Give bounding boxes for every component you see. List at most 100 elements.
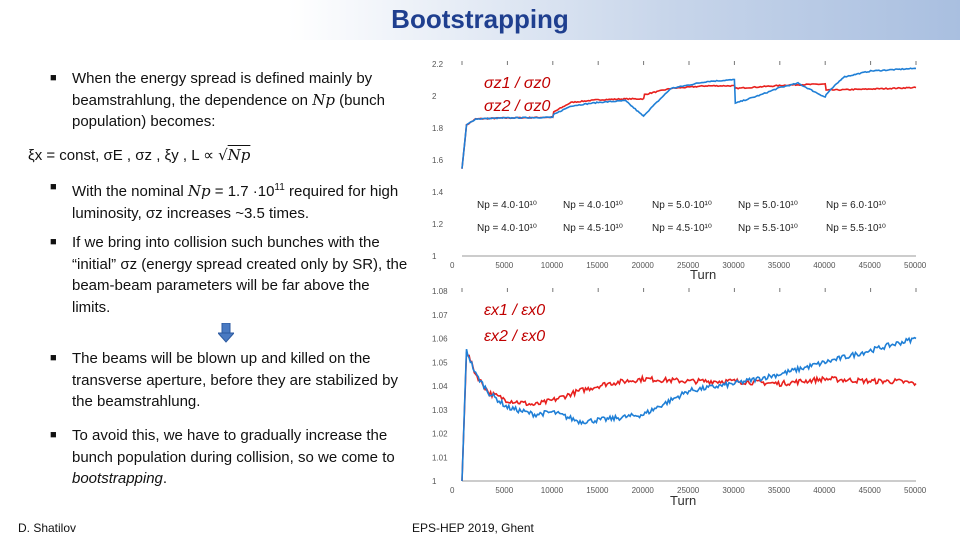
x-axis-label: Turn (690, 267, 716, 282)
epsilon-x-chart: 1.08 1.07 1.06 1.05 1.04 1.03 1.02 1.01 1 0 5000 1… (432, 287, 927, 508)
y-tick-label: 1.06 (432, 335, 448, 344)
y-tick-label: 2 (432, 92, 437, 101)
x-ticks: 0 5000 10000 15000 20000 25000 30000 35000 40000… (450, 288, 927, 495)
bullet-1-text: When the energy spread is defined mainly… (72, 70, 373, 109)
x-tick-label: 15000 (586, 261, 609, 270)
y-tick-label: 1.8 (432, 124, 444, 133)
np-symbol: Np (187, 182, 211, 200)
np-label: Np = 4.5·10¹⁰ (652, 223, 712, 234)
y-tick-label: 1.6 (432, 156, 444, 165)
y-ticks: 2.2 2 1.8 1.6 1.4 1.2 1 (432, 60, 444, 261)
np-label: Np = 5.0·10¹⁰ (652, 200, 712, 211)
series-line-1 (461, 82, 917, 169)
x-tick-label: 30000 (722, 486, 745, 495)
y-tick-label: 1.01 (432, 453, 448, 462)
y-tick-label: 1.2 (432, 220, 444, 229)
bullet-4: ■ The beams will be blown up and killed … (50, 348, 410, 413)
np-label: Np = 4.0·10¹⁰ (477, 200, 537, 211)
bullet-square-icon: ■ (50, 72, 57, 84)
series-line-2 (461, 67, 917, 169)
np-labels-row2: Np = 4.0·10¹⁰ Np = 4.5·10¹⁰ Np = 4.5·10¹⁰ N… (477, 223, 886, 234)
x-tick-label: 0 (450, 261, 455, 270)
y-tick-label: 1 (432, 252, 437, 261)
x-tick-label: 20000 (632, 486, 655, 495)
x-tick-label: 35000 (768, 486, 791, 495)
scaling-text: ξx = const, σE , σz , ξy , L ∝ (28, 147, 219, 164)
sqrt-icon: √ (218, 146, 228, 164)
series-lines (461, 336, 917, 482)
x-tick-label: 30000 (722, 261, 745, 270)
bullet-3: ■ If we bring into collision such bunche… (50, 232, 410, 318)
np-label: Np = 4.0·10¹⁰ (477, 223, 537, 234)
y-tick-label: 1.04 (432, 382, 448, 391)
np-label: Np = 6.0·10¹⁰ (826, 200, 886, 211)
x-tick-label: 25000 (677, 261, 700, 270)
x-tick-label: 35000 (768, 261, 791, 270)
bullet-square-icon: ■ (50, 352, 57, 364)
x-tick-label: 5000 (495, 261, 513, 270)
x-tick-label: 10000 (541, 486, 564, 495)
x-tick-label: 10000 (541, 261, 564, 270)
bullet-2-exp: 11 (274, 182, 285, 193)
event-footer: EPS-HEP 2019, Ghent (412, 521, 534, 535)
scaling-relation: ξx = const, σE , σz , ξy , L ∝ √Np (28, 146, 250, 164)
y-tick-label: 2.2 (432, 60, 444, 69)
y-ticks: 1.08 1.07 1.06 1.05 1.04 1.03 1.02 1.01 1 (432, 287, 448, 486)
series-lines (461, 67, 917, 169)
x-tick-label: 45000 (859, 261, 882, 270)
x-tick-label: 50000 (904, 261, 927, 270)
x-tick-label: 50000 (904, 486, 927, 495)
bullet-2-mid: = 1.7 ·10 (210, 183, 275, 200)
bullet-5-text: To avoid this, we have to gradually incr… (72, 427, 395, 466)
legend-eps2: εx2 / εx0 (484, 328, 545, 345)
x-tick-label: 0 (450, 486, 455, 495)
legend-sigma1: σz1 / σz0 (484, 75, 551, 92)
y-tick-label: 1.08 (432, 287, 448, 296)
np-symbol: Np (227, 146, 251, 164)
bullet-square-icon: ■ (50, 236, 57, 248)
bullet-2-text: With the nominal (72, 183, 188, 200)
bullet-1: ■ When the energy spread is defined main… (50, 68, 410, 133)
x-tick-label: 40000 (813, 486, 836, 495)
y-tick-label: 1.07 (432, 311, 448, 320)
bullet-4-text: The beams will be blown up and killed on… (72, 350, 399, 410)
x-tick-label: 20000 (632, 261, 655, 270)
series-line-1 (461, 351, 917, 482)
bullet-2-tail: required for high luminosity, σz increas… (72, 183, 399, 222)
np-label: Np = 5.0·10¹⁰ (738, 200, 798, 211)
legend-eps1: εx1 / εx0 (484, 302, 545, 319)
np-label: Np = 4.0·10¹⁰ (563, 200, 623, 211)
y-tick-label: 1 (432, 477, 437, 486)
down-arrow-icon (218, 323, 234, 343)
np-labels-row1: Np = 4.0·10¹⁰ Np = 4.0·10¹⁰ Np = 5.0·10¹⁰ N… (477, 200, 886, 211)
bullet-5: ■ To avoid this, we have to gradually in… (50, 425, 410, 490)
x-ticks: 0 5000 10000 15000 20000 25000 30000 35000 40000… (450, 61, 927, 270)
x-tick-label: 25000 (677, 486, 700, 495)
np-label: Np = 5.5·10¹⁰ (826, 223, 886, 234)
bullet-square-icon: ■ (50, 181, 57, 193)
bullet-5-tail: . (162, 470, 168, 487)
x-tick-label: 5000 (495, 486, 513, 495)
bullet-1-tail: (bunch population) becomes: (72, 91, 385, 131)
y-tick-label: 1.02 (432, 430, 448, 439)
legend-sigma2: σz2 / σz0 (484, 98, 551, 115)
x-tick-label: 15000 (586, 486, 609, 495)
x-tick-label: 45000 (859, 486, 882, 495)
page-title: Bootstrapping (391, 4, 569, 34)
title-bar (0, 0, 960, 40)
x-tick-label: 40000 (813, 261, 836, 270)
y-tick-label: 1.03 (432, 406, 448, 415)
y-tick-label: 1.05 (432, 358, 448, 367)
sigma-z-chart: 2.2 2 1.8 1.6 1.4 1.2 1 0 5000 10000 15000 20000 25… (432, 60, 927, 282)
np-label: Np = 5.5·10¹⁰ (738, 223, 798, 234)
bullet-3-text: If we bring into collision such bunches … (72, 234, 408, 316)
x-axis-label: Turn (670, 493, 696, 508)
bullet-5-emph: bootstrapping (72, 470, 163, 487)
author-footer: D. Shatilov (18, 521, 77, 535)
series-line-2 (461, 336, 917, 482)
bullet-2: ■ With the nominal Np = 1.7 ·1011 requir… (50, 177, 410, 224)
np-label: Np = 4.5·10¹⁰ (563, 223, 623, 234)
y-tick-label: 1.4 (432, 188, 444, 197)
bullet-square-icon: ■ (50, 429, 57, 441)
np-symbol: Np (312, 90, 335, 109)
